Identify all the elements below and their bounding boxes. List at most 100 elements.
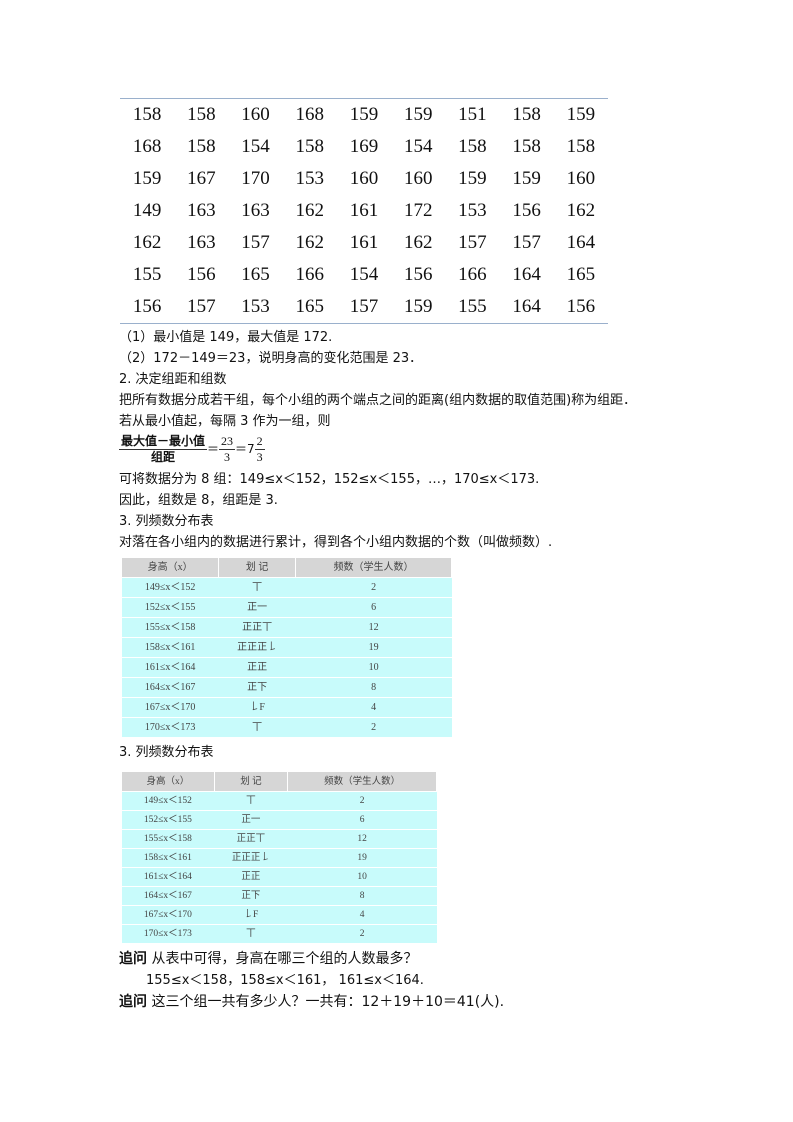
table-row: 158≤x＜161 正正正𠄌 19 — [121, 637, 452, 658]
fraction-numerator: 23 — [219, 434, 236, 450]
tally-cell: 正下 — [214, 886, 288, 906]
frequency-cell: 2 — [287, 791, 437, 811]
text-conclusion: 因此，组数是 8，组距是 3. — [119, 493, 278, 508]
text-frequency-def: 对落在各小组内的数据进行累计，得到各个小组内数据的个数（叫做频数）. — [119, 535, 553, 550]
table-row: 164≤x＜167 正下 8 — [121, 886, 437, 906]
mixed-denominator: 3 — [256, 450, 263, 464]
height-cell: 168 — [132, 136, 162, 157]
height-cell: 159 — [566, 104, 596, 125]
height-cell: 160 — [349, 168, 379, 189]
height-cell: 166 — [458, 264, 487, 285]
height-cell: 163 — [241, 200, 270, 221]
tally-cell: 正正正𠄌 — [218, 637, 296, 658]
question-2: 追问 这三个组一共有多少人？一共有：12＋19＋10＝41(人). — [119, 991, 793, 1013]
column-header: 频数（学生人数） — [295, 557, 452, 578]
height-cell: 159 — [403, 104, 433, 125]
height-cell: 151 — [458, 104, 487, 125]
data-row: 159 167 170 153 160 160 159 159 160 — [120, 163, 608, 195]
height-cell: 162 — [132, 232, 162, 253]
answer-1: 155≤x＜158，158≤x＜161， 161≤x＜164. — [146, 973, 424, 988]
question-tag: 追问 — [119, 994, 147, 1010]
height-cell: 157 — [512, 232, 541, 253]
tally-cell: 正一 — [214, 810, 288, 830]
frequency-cell: 12 — [287, 829, 437, 849]
interval-cell: 149≤x＜152 — [121, 791, 215, 811]
height-cell: 160 — [566, 168, 596, 189]
tally-cell: 正下 — [218, 677, 296, 698]
formula-numerator: 最大值－最小值 — [119, 434, 208, 450]
text-group-width-def: 把所有数据分成若干组，每个小组的两个端点之间的距离(组内数据的取值范围)称为组距… — [119, 393, 637, 408]
data-row: 156 157 153 165 157 159 155 164 156 — [120, 291, 608, 323]
height-cell: 156 — [403, 264, 433, 285]
tally-cell: 正正丅 — [214, 829, 288, 849]
height-cell: 162 — [566, 200, 596, 221]
frequency-cell: 6 — [287, 810, 437, 830]
tally-cell: 正一 — [218, 597, 296, 618]
question-tag: 追问 — [119, 951, 147, 967]
height-cell: 153 — [241, 296, 270, 317]
frequency-cell: 2 — [295, 577, 452, 598]
equals-sign: ＝ — [207, 442, 220, 456]
table-row: 170≤x＜173 丅 2 — [121, 924, 437, 944]
interval-cell: 167≤x＜170 — [121, 905, 215, 925]
frequency-table-copy: 身高（x）划 记频数（学生人数） 149≤x＜152 丅 2 152≤x＜155 正一 6 1… — [121, 771, 437, 944]
data-row: 162 163 157 162 161 162 157 157 164 — [120, 227, 608, 259]
height-cell: 159 — [512, 168, 541, 189]
height-cell: 165 — [241, 264, 270, 285]
tally-cell: 𠄌F — [214, 905, 288, 925]
interval-cell: 152≤x＜155 — [121, 597, 219, 618]
tally-cell: 正正丅 — [218, 617, 296, 638]
text-range: （2）172－149＝23，说明身高的变化范围是 23． — [119, 351, 423, 366]
table-row: 155≤x＜158 正正丅 12 — [121, 617, 452, 638]
height-cell: 164 — [512, 264, 541, 285]
height-cell: 154 — [349, 264, 379, 285]
data-row: 158 158 160 168 159 159 151 158 159 — [120, 99, 608, 131]
height-cell: 163 — [187, 232, 216, 253]
frequency-cell: 19 — [287, 848, 437, 868]
height-cell: 163 — [187, 200, 216, 221]
question-text: 这三个组一共有多少人？一共有：12＋19＋10＝41(人). — [147, 994, 505, 1010]
interval-cell: 170≤x＜173 — [121, 924, 215, 944]
interval-cell: 161≤x＜164 — [121, 657, 219, 678]
table-row: 149≤x＜152 丅 2 — [121, 577, 452, 598]
fraction-denominator: 3 — [224, 450, 231, 464]
height-cell: 149 — [132, 200, 162, 221]
height-cell: 165 — [295, 296, 325, 317]
interval-cell: 158≤x＜161 — [121, 848, 215, 868]
height-cell: 156 — [132, 296, 162, 317]
frequency-cell: 8 — [287, 886, 437, 906]
text-groups: 可将数据分为 8 组：149≤x＜152，152≤x＜155，…，170≤x＜1… — [119, 472, 540, 487]
tally-cell: 正正正𠄌 — [214, 848, 288, 868]
interval-cell: 158≤x＜161 — [121, 637, 219, 658]
column-header: 身高（x） — [120, 557, 220, 578]
section-heading-2: 2. 决定组距和组数 — [119, 372, 227, 387]
frequency-table: 身高（x）划 记频数（学生人数） 149≤x＜152 丅 2 152≤x＜155 正一 6 1… — [120, 557, 452, 738]
interval-cell: 161≤x＜164 — [121, 867, 215, 887]
height-cell: 160 — [403, 168, 433, 189]
table-row: 155≤x＜158 正正丅 12 — [121, 829, 437, 849]
height-cell: 161 — [349, 200, 379, 221]
table-row: 164≤x＜167 正下 8 — [121, 677, 452, 698]
tally-cell: 正正 — [218, 657, 296, 678]
question-1: 追问 从表中可得，身高在哪三个组的人数最多？ — [119, 948, 793, 970]
interval-cell: 164≤x＜167 — [121, 886, 215, 906]
height-cell: 167 — [187, 168, 216, 189]
frequency-cell: 4 — [287, 905, 437, 925]
tally-cell: 正正 — [214, 867, 288, 887]
height-cell: 157 — [241, 232, 270, 253]
height-cell: 156 — [566, 296, 596, 317]
interval-cell: 152≤x＜155 — [121, 810, 215, 830]
height-cell: 162 — [295, 232, 325, 253]
height-cell: 159 — [349, 104, 379, 125]
height-cell: 158 — [295, 136, 325, 157]
frequency-cell: 10 — [295, 657, 452, 678]
height-cell: 156 — [187, 264, 216, 285]
height-cell: 157 — [458, 232, 487, 253]
height-cell: 155 — [132, 264, 162, 285]
height-cell: 154 — [241, 136, 270, 157]
table-row: 161≤x＜164 正正 10 — [121, 657, 452, 678]
section-heading-3-repeat: 3. 列频数分布表 — [119, 745, 214, 760]
text-min-max: （1）最小值是 149，最大值是 172. — [119, 330, 333, 345]
height-cell: 168 — [295, 104, 325, 125]
